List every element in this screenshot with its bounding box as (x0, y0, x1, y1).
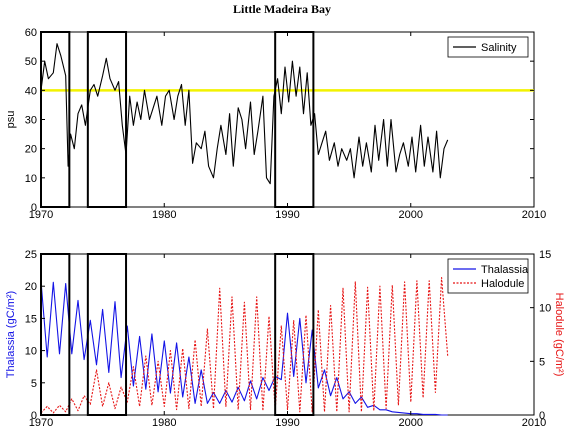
y-tick-label: 50 (25, 56, 37, 68)
legend-label-salinity: Salinity (481, 42, 517, 54)
x-tick-label: 1980 (152, 417, 176, 429)
y-tick-label: 20 (25, 144, 37, 156)
x-tick-label: 2000 (399, 209, 423, 221)
x-tick-label: 1970 (29, 209, 53, 221)
y-tick-label: 60 (25, 27, 37, 39)
highlight-box-1 (40, 253, 71, 416)
y2-tick-label: 15 (539, 249, 551, 261)
chart-title: Little Madeira Bay (233, 2, 331, 16)
y-tick-label: 10 (25, 346, 37, 358)
y2-axis-label: Halodule (gC/m²) (553, 293, 564, 377)
y-tick-label: 20 (25, 281, 37, 293)
y2-tick-label: 5 (539, 356, 545, 368)
plot-area-1 (40, 31, 535, 208)
y2-tick-label: 10 (539, 303, 551, 315)
y-tick-label: 15 (25, 313, 37, 325)
x-tick-label: 1990 (275, 417, 299, 429)
series-line-thalassia (40, 280, 448, 416)
y-tick-label: 10 (25, 173, 37, 185)
x-tick-label: 1970 (29, 417, 53, 429)
x-tick-label: 2010 (522, 209, 546, 221)
series-line-salinity (40, 43, 449, 185)
highlight-box-3 (274, 31, 315, 208)
x-tick-label: 1980 (152, 209, 176, 221)
x-tick-label: 2010 (522, 417, 546, 429)
legend-label-halodule: Halodule (481, 278, 524, 290)
x-tick-label: 1990 (275, 209, 299, 221)
highlight-box-3 (274, 253, 315, 416)
y-tick-label: 25 (25, 249, 37, 261)
x-tick-label: 2000 (399, 417, 423, 429)
legend-label-thalassia: Thalassia (481, 264, 529, 276)
highlight-box-2 (86, 31, 128, 208)
y-tick-label: 0 (31, 410, 37, 422)
series-line-halodule (40, 277, 449, 414)
y-tick-label: 0 (31, 202, 37, 214)
y-tick-label: 30 (25, 115, 37, 127)
y-axis-label: psu (5, 111, 17, 129)
legend-box (447, 36, 529, 58)
highlight-box-2 (86, 253, 128, 416)
y-axis-label: Thalassia (gC/m²) (5, 291, 17, 378)
y-tick-label: 40 (25, 85, 37, 97)
y2-tick-label: 0 (539, 410, 545, 422)
y-tick-label: 5 (31, 378, 37, 390)
legend-box (447, 258, 529, 294)
